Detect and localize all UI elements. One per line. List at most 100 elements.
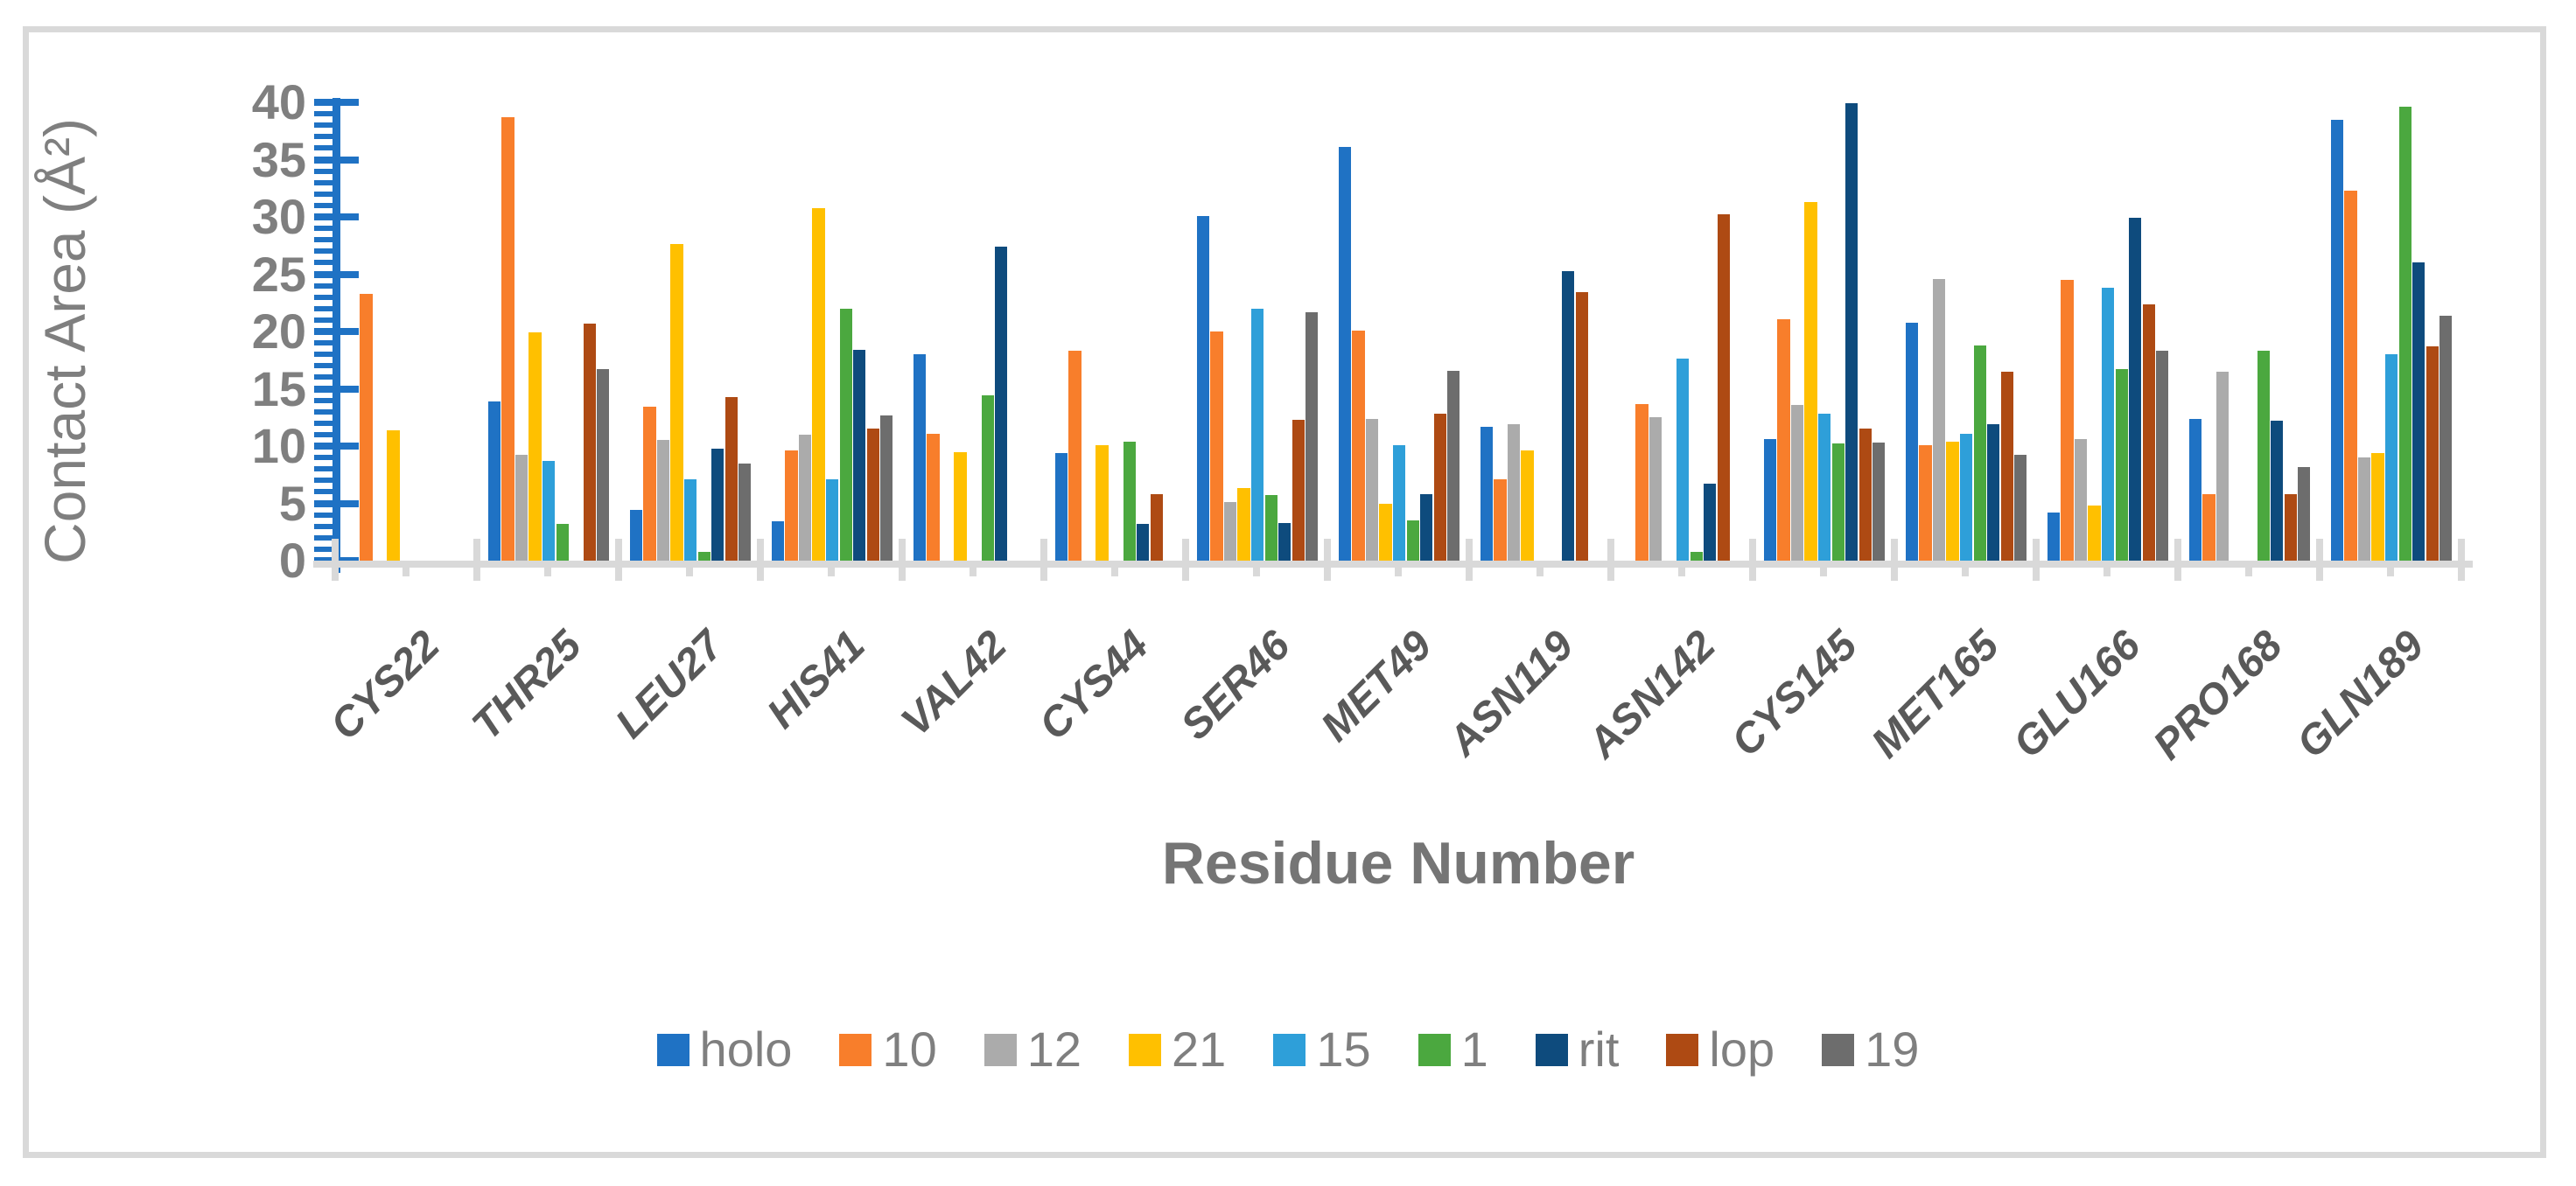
- bar-1-HIS41: [839, 308, 852, 561]
- y-tick-label: 15: [251, 360, 306, 416]
- y-axis-major-tick: [314, 99, 359, 106]
- bar-10-MET165: [1919, 444, 1932, 561]
- category-boundary-tick: [332, 539, 339, 581]
- legend-swatch-lop: [1666, 1033, 1699, 1066]
- y-axis-minor-tick: [314, 283, 332, 289]
- legend-item-rit: rit: [1535, 1025, 1619, 1074]
- bar-10-CYS44: [1068, 351, 1082, 561]
- y-axis-major-tick: [314, 156, 359, 164]
- bar-rit-GLN189: [2412, 262, 2426, 561]
- bar-19-LEU27: [738, 463, 752, 561]
- y-axis-minor-tick: [314, 294, 332, 300]
- y-axis-minor-tick: [314, 397, 332, 403]
- y-axis-minor-tick: [314, 145, 332, 151]
- legend-item-12: 12: [984, 1025, 1082, 1074]
- bar-rit-CYS145: [1845, 103, 1858, 561]
- bar-1-SER46: [1264, 495, 1278, 561]
- y-axis-minor-tick: [314, 478, 332, 484]
- bar-1-MET49: [1406, 520, 1419, 561]
- bar-rit-VAL42: [995, 247, 1008, 561]
- category-boundary-tick: [1040, 539, 1047, 581]
- bar-rit-LEU27: [711, 448, 724, 561]
- legend-item-10: 10: [839, 1022, 937, 1077]
- legend-item-19: 19: [1822, 1025, 1919, 1074]
- category-center-tick: [1253, 563, 1260, 576]
- bar-1-GLU166: [2115, 369, 2128, 561]
- bar-10-LEU27: [643, 407, 656, 561]
- bar-1-THR25: [556, 524, 569, 561]
- y-axis-minor-tick: [314, 191, 332, 197]
- bar-1-ASN142: [1690, 551, 1703, 561]
- y-axis-major-tick: [314, 443, 359, 450]
- y-axis-minor-tick: [314, 202, 332, 208]
- legend-item-1: 1: [1418, 1025, 1488, 1074]
- y-axis-minor-tick: [314, 226, 332, 232]
- bar-15-LEU27: [684, 478, 697, 561]
- bar-lop-LEU27: [724, 396, 738, 561]
- bar-12-MET165: [1932, 278, 1946, 561]
- bar-21-MET49: [1379, 503, 1392, 561]
- bar-holo-HIS41: [771, 521, 784, 561]
- bar-15-MET49: [1393, 444, 1406, 561]
- bar-12-THR25: [514, 455, 528, 561]
- bar-19-GLN189: [2440, 315, 2453, 561]
- bar-12-HIS41: [798, 434, 812, 561]
- y-axis-minor-tick: [314, 374, 332, 380]
- bar-15-HIS41: [826, 478, 839, 561]
- category-boundary-tick: [1891, 539, 1898, 581]
- bar-holo-MET165: [1905, 322, 1918, 561]
- bar-10-THR25: [501, 117, 514, 561]
- bar-21-MET165: [1946, 441, 1959, 561]
- bar-12-GLN189: [2357, 457, 2371, 561]
- y-axis-minor-tick: [314, 466, 332, 472]
- bar-21-GLU166: [2088, 506, 2101, 561]
- bar-holo-GLU166: [2047, 512, 2060, 561]
- bar-19-PRO168: [2298, 466, 2311, 561]
- legend-label: 10: [882, 1022, 937, 1077]
- y-axis-major-tick: [314, 499, 359, 507]
- y-axis-minor-tick: [314, 179, 332, 185]
- bar-10-HIS41: [785, 450, 798, 561]
- bar-rit-ASN119: [1562, 270, 1575, 561]
- bar-1-PRO168: [2257, 351, 2270, 561]
- bar-12-SER46: [1223, 502, 1237, 561]
- bar-21-THR25: [528, 332, 542, 561]
- category-boundary-tick: [899, 539, 906, 581]
- bar-21-CYS44: [1096, 444, 1109, 561]
- y-tick-label: 0: [278, 533, 306, 588]
- bar-21-GLN189: [2371, 452, 2384, 561]
- bar-rit-HIS41: [853, 349, 866, 561]
- x-axis-line: [313, 561, 2473, 568]
- category-center-tick: [1536, 563, 1544, 576]
- bar-rit-GLU166: [2129, 218, 2142, 561]
- bar-10-CYS22: [360, 293, 373, 561]
- category-boundary-tick: [2033, 539, 2040, 581]
- bar-12-GLU166: [2074, 439, 2088, 561]
- bar-1-LEU27: [697, 551, 710, 561]
- bar-21-ASN119: [1521, 450, 1534, 561]
- category-center-tick: [1111, 563, 1118, 576]
- bar-1-GLN189: [2398, 107, 2412, 561]
- legend-swatch-rit: [1535, 1033, 1568, 1066]
- bar-rit-SER46: [1278, 522, 1292, 561]
- bar-holo-CYS44: [1054, 452, 1068, 561]
- bar-lop-HIS41: [866, 429, 879, 561]
- bar-1-CYS44: [1123, 441, 1136, 561]
- bar-19-CYS145: [1872, 443, 1886, 561]
- legend-swatch-1: [1418, 1033, 1451, 1066]
- y-axis-minor-tick: [314, 546, 332, 552]
- category-center-tick: [1678, 563, 1685, 576]
- bar-rit-MET165: [1987, 424, 2000, 561]
- bar-15-ASN142: [1676, 359, 1690, 561]
- y-tick-label: 35: [251, 131, 306, 187]
- legend-swatch-19: [1822, 1033, 1855, 1066]
- bar-15-GLN189: [2385, 354, 2398, 561]
- bar-10-MET49: [1352, 330, 1365, 561]
- bar-holo-MET49: [1338, 147, 1351, 561]
- legend-label: 15: [1316, 1022, 1371, 1077]
- bar-15-CYS145: [1818, 414, 1831, 561]
- category-boundary-tick: [1749, 539, 1756, 581]
- y-tick-label: 5: [278, 475, 306, 531]
- bar-19-MET49: [1447, 370, 1460, 561]
